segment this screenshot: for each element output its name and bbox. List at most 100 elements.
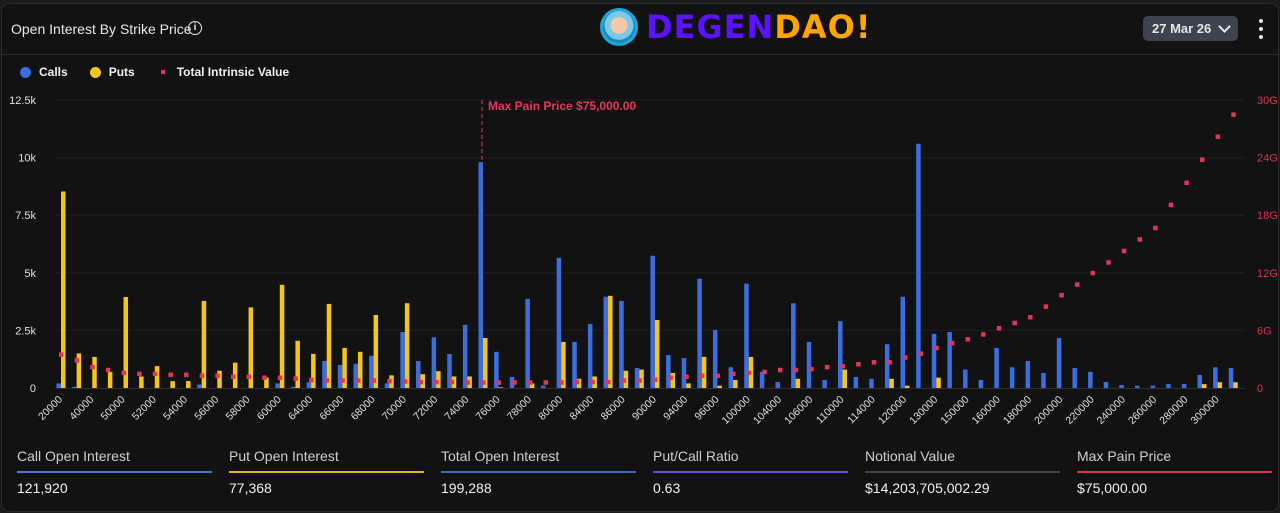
call-bar [322,361,327,388]
call-bar [384,383,390,388]
call-bar [400,332,405,388]
intrinsic-value-point [981,332,986,337]
info-circle-icon[interactable]: i [188,21,202,35]
intrinsic-value-point [1137,237,1142,242]
put-bar [905,385,910,388]
put-bar [217,370,222,388]
put-bar [154,366,160,388]
intrinsic-value-point [715,373,720,379]
call-bar [525,298,530,388]
intrinsic-value-point [340,378,345,383]
put-bar [123,296,129,388]
right-axis-tick-label: 24G [1257,153,1278,165]
call-bar [72,386,77,388]
put-bar [295,340,300,388]
put-bar [279,284,285,388]
put-bar [686,383,691,388]
call-bar [556,257,562,388]
x-axis-tick-label: 260000 [1126,394,1159,427]
degendao-watermark-logo: DEGENDAO! [600,7,871,47]
mascot-avatar-icon [600,8,638,46]
intrinsic-value-point [1043,304,1049,309]
right-axis-tick-label: 30G [1257,95,1278,107]
call-bar [1072,367,1077,388]
put-bar [107,371,113,388]
stat-value: $14,203,705,002.29 [865,480,990,496]
intrinsic-value-point [590,379,595,385]
stat-underline [17,471,212,473]
right-axis-tick-label: 18G [1257,210,1278,222]
intrinsic-value-point [1168,202,1174,208]
intrinsic-value-point [481,380,486,385]
put-bar [1201,384,1207,388]
legend-item-calls[interactable]: Calls [20,65,68,79]
legend-item-puts[interactable]: Puts [89,65,135,79]
kebab-menu-icon[interactable] [1258,19,1264,39]
call-bar [447,353,452,388]
x-axis-tick-label: 220000 [1063,394,1096,427]
intrinsic-value-point [527,380,533,385]
intrinsic-value-point [74,358,80,363]
call-bar [775,382,780,388]
intrinsic-value-point [1184,180,1189,186]
stat-total-oi: Total Open Interest 199,288 [441,448,636,496]
x-axis-tick-label: 20000 [36,394,65,423]
call-bar [634,367,640,388]
put-bar [717,385,722,388]
intrinsic-value-point [1106,260,1111,265]
call-bar [1025,361,1031,388]
left-axis-tick-label: 7.5k [15,210,36,222]
intrinsic-value-point [512,380,517,385]
intrinsic-value-point [121,370,127,376]
stat-label: Put Open Interest [229,448,339,464]
x-axis-tick-label: 280000 [1157,394,1190,427]
call-bar [509,376,515,388]
intrinsic-value-point [668,375,674,380]
x-axis-tick-label: 90000 [630,394,659,423]
put-bar [76,353,82,388]
card-header: Open Interest By Strike Price i 27 Mar 2… [2,4,1278,55]
call-bar [1166,384,1171,388]
x-axis-tick-label: 110000 [814,394,847,427]
x-axis-tick-label: 64000 [286,394,315,423]
x-axis-tick-label: 160000 [970,394,1003,427]
intrinsic-value-point [652,377,658,382]
x-axis-tick-label: 300000 [1188,394,1221,427]
intrinsic-value-point [309,377,314,383]
intrinsic-value-point [1059,292,1064,298]
call-bar [728,367,734,388]
intrinsic-value-point [1028,314,1033,320]
intrinsic-value-point [1090,270,1096,276]
legend-swatch-calls [20,66,31,78]
put-bar [561,341,566,388]
call-bar [931,333,937,388]
call-bar [494,351,499,388]
x-axis-tick-label: 86000 [599,394,628,423]
max-pain-label: Max Pain Price $75,000.00 [488,99,636,113]
x-axis-tick-label: 72000 [411,394,440,423]
call-bar [712,329,718,388]
intrinsic-value-point [824,364,830,370]
legend-swatch-intrinsic [160,70,165,74]
call-bar [462,324,468,388]
intrinsic-value-point [324,378,330,383]
stat-put-oi: Put Open Interest 77,368 [229,448,424,496]
call-bar [603,296,609,388]
expiry-date-select[interactable]: 27 Mar 26 [1143,16,1238,41]
x-axis-tick-label: 52000 [130,394,159,423]
stat-label: Call Open Interest [17,448,130,464]
call-bar [1213,367,1218,388]
put-bar [357,351,363,388]
intrinsic-value-point [903,355,908,360]
put-bar [436,371,441,388]
left-axis-tick-label: 12.5k [9,95,36,107]
intrinsic-value-point [1215,134,1221,139]
call-bar [275,383,280,388]
intrinsic-value-point [1231,112,1236,117]
call-bar [744,283,749,388]
call-bar [666,355,671,388]
legend-label: Total Intrinsic Value [176,65,290,79]
legend-item-intrinsic[interactable]: Total Intrinsic Value [157,65,289,79]
intrinsic-value-point [856,362,861,367]
intrinsic-value-point [152,371,158,377]
